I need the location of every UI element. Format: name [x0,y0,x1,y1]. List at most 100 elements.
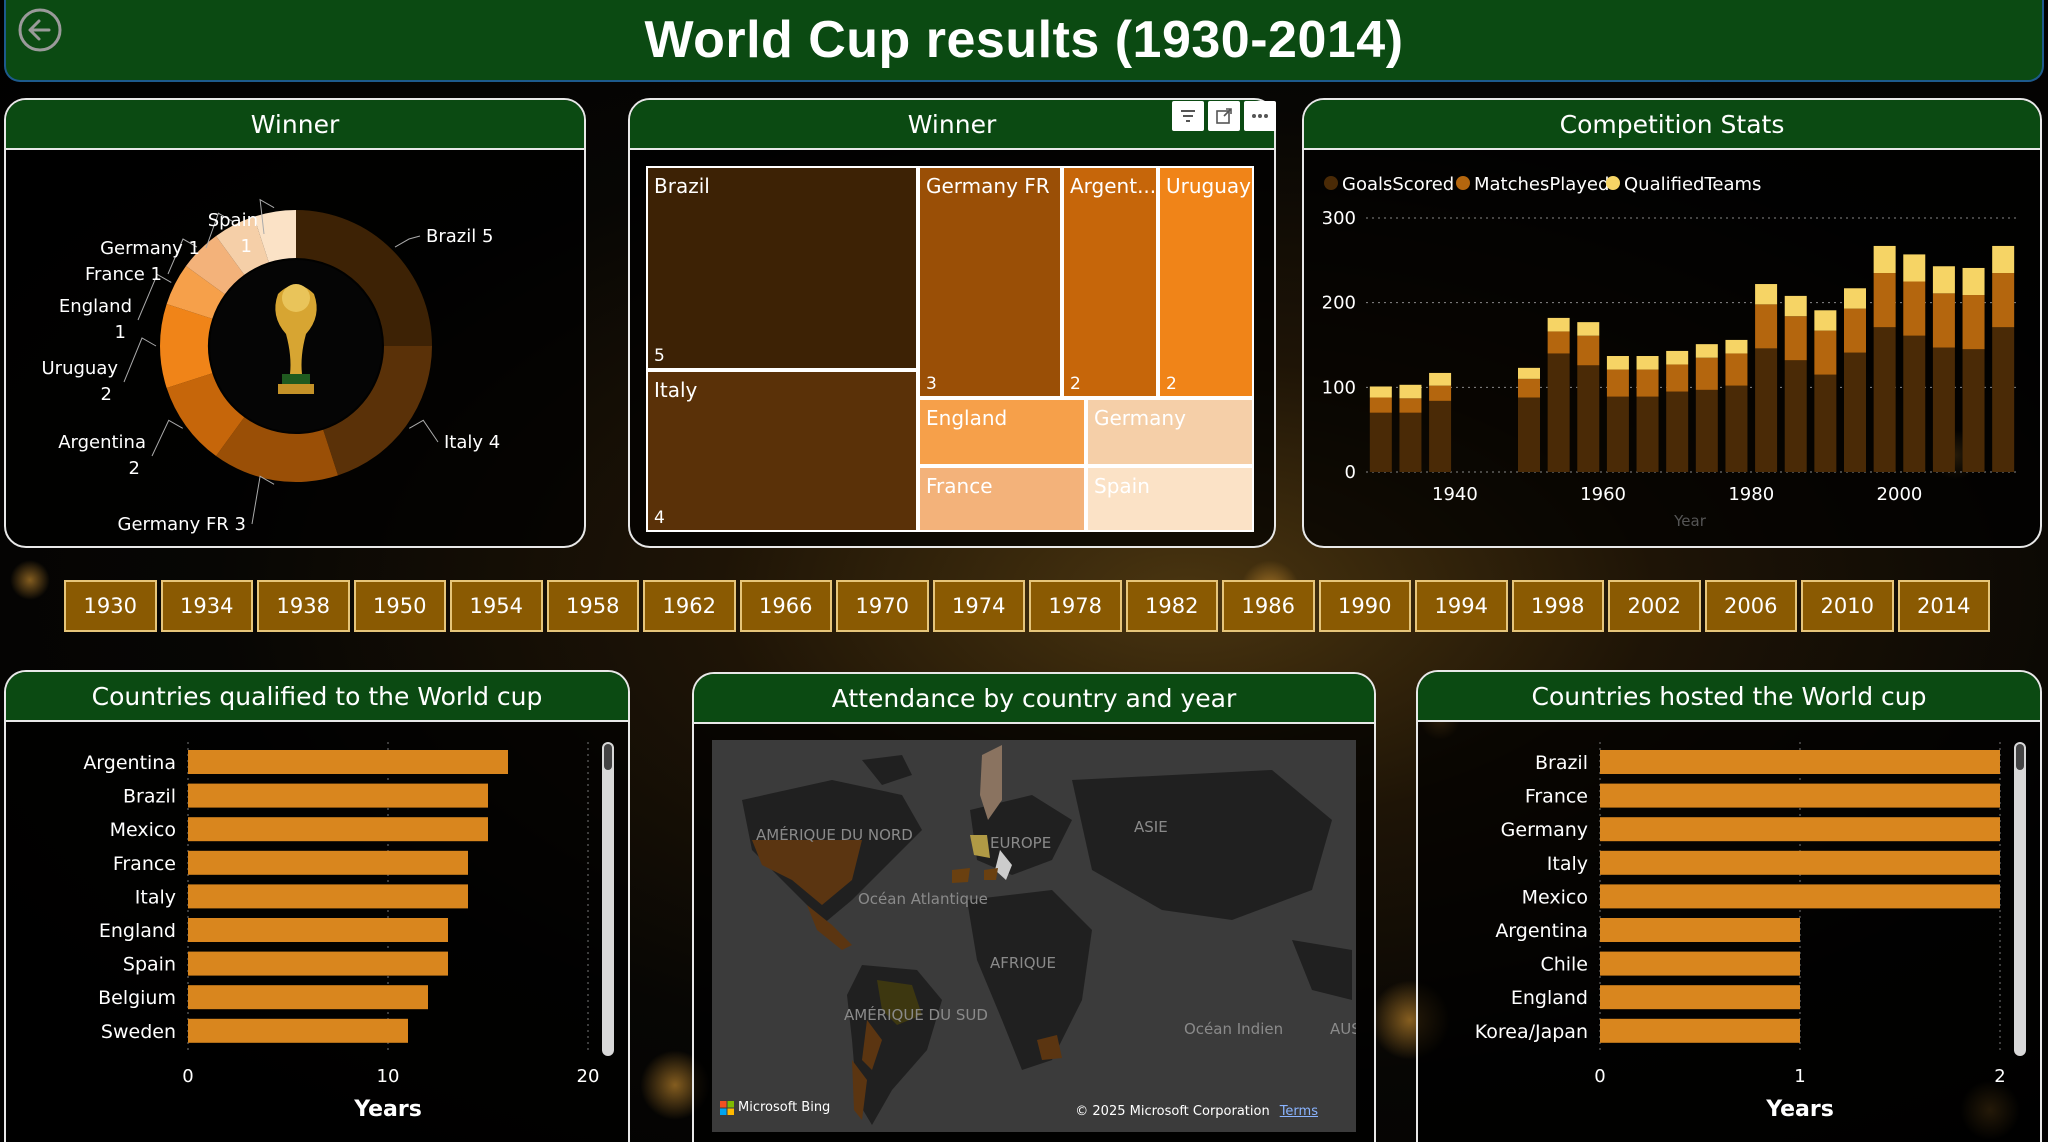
donut-slice-spain[interactable] [253,210,296,263]
bar-matchesplayed-1934[interactable] [1399,398,1422,413]
bar-matchesplayed-2014[interactable] [1992,273,2015,328]
bar-matchesplayed-2002[interactable] [1903,281,1926,336]
bar-matchesplayed-1974[interactable] [1695,357,1718,390]
bar-qualifiedteams-1978[interactable] [1725,339,1748,354]
year-button-1962[interactable]: 1962 [643,580,736,632]
bar-matchesplayed-1966[interactable] [1636,369,1659,397]
year-button-1970[interactable]: 1970 [836,580,929,632]
bar-goalsscored-1934[interactable] [1399,412,1422,472]
bar-qualifiedteams-2006[interactable] [1932,266,1955,294]
bar-qualifiedteams-1938[interactable] [1429,372,1452,386]
bar-matchesplayed-2006[interactable] [1932,293,1955,348]
bar-qualifiedteams-1958[interactable] [1577,322,1600,336]
back-arrow-icon[interactable] [16,6,64,54]
year-button-1966[interactable]: 1966 [739,580,832,632]
bar-goalsscored-2006[interactable] [1932,347,1955,472]
year-button-1994[interactable]: 1994 [1415,580,1508,632]
year-button-2010[interactable]: 2010 [1801,580,1894,632]
bar-italy[interactable] [188,884,468,909]
year-button-2014[interactable]: 2014 [1897,580,1990,632]
treemap-cell-england[interactable]: England [918,398,1086,466]
bar-argentina[interactable] [188,750,508,774]
legend-item-qualifiedteams[interactable]: QualifiedTeams [1606,174,1761,195]
donut-slice-italy[interactable] [323,346,432,476]
bar-qualifiedteams-1998[interactable] [1873,245,1896,274]
scrollbar-thumb[interactable] [604,744,612,770]
bar-goalsscored-1962[interactable] [1606,396,1629,472]
treemap-cell-argentina[interactable]: Argent... 2 [1062,166,1158,398]
bar-qualifiedteams-1990[interactable] [1814,310,1837,331]
bar-goalsscored-2010[interactable] [1962,349,1985,472]
bar-matchesplayed-1962[interactable] [1606,369,1629,397]
bar-chile[interactable] [1600,951,1800,976]
year-button-1986[interactable]: 1986 [1222,580,1315,632]
bar-qualifiedteams-1986[interactable] [1784,295,1807,317]
year-button-1950[interactable]: 1950 [353,580,446,632]
bar-goalsscored-1954[interactable] [1547,353,1570,472]
bar-italy[interactable] [1600,850,2000,875]
bar-qualifiedteams-2014[interactable] [1992,245,2015,274]
bar-england[interactable] [188,918,448,942]
year-button-2002[interactable]: 2002 [1608,580,1701,632]
bar-france[interactable] [188,850,468,875]
treemap-cell-uruguay[interactable]: Uruguay 2 [1158,166,1254,398]
year-button-1982[interactable]: 1982 [1125,580,1218,632]
year-button-1934[interactable]: 1934 [160,580,253,632]
year-button-1930[interactable]: 1930 [64,580,157,632]
year-button-1998[interactable]: 1998 [1511,580,1604,632]
bar-brazil[interactable] [188,783,488,808]
bar-goalsscored-1930[interactable] [1369,412,1392,472]
scrollbar-track[interactable] [602,742,614,1056]
bar-qualifiedteams-1934[interactable] [1399,384,1422,399]
terms-link[interactable]: Terms [1279,1104,1318,1119]
bar-germany[interactable] [1600,817,2000,842]
bar-matchesplayed-1930[interactable] [1369,397,1392,413]
bar-matchesplayed-1986[interactable] [1784,316,1807,361]
scrollbar-track[interactable] [2014,742,2026,1056]
countries-qualified-chart[interactable]: 0 10 20 Argentina Brazil Mexico France Italy Eng… [6,724,628,1142]
bar-brazil[interactable] [1600,750,2000,774]
bar-matchesplayed-1998[interactable] [1873,273,1896,328]
donut-slice-germany[interactable] [216,216,269,275]
bar-france[interactable] [1600,783,2000,808]
year-button-2006[interactable]: 2006 [1704,580,1797,632]
bar-goalsscored-1998[interactable] [1873,327,1896,472]
more-options-icon[interactable] [1244,101,1276,131]
focus-mode-icon[interactable] [1208,101,1240,131]
bar-matchesplayed-2010[interactable] [1962,295,1985,350]
legend-item-goalsscored[interactable]: GoalsScored [1324,174,1454,195]
bar-matchesplayed-1978[interactable] [1725,353,1748,386]
bar-goalsscored-2014[interactable] [1992,327,2015,472]
donut-slice-france[interactable] [185,235,245,295]
donut-slice-germany-fr[interactable] [216,417,339,483]
bar-matchesplayed-1938[interactable] [1429,385,1452,401]
bar-qualifiedteams-1954[interactable] [1547,317,1570,332]
bar-matchesplayed-1994[interactable] [1844,308,1866,353]
treemap-cell-germany[interactable]: Germany [1086,398,1254,466]
year-button-1958[interactable]: 1958 [546,580,639,632]
bar-korea-japan[interactable] [1600,1018,1800,1043]
bar-qualifiedteams-1970[interactable] [1666,350,1689,365]
year-button-1990[interactable]: 1990 [1318,580,1411,632]
bar-qualifiedteams-1966[interactable] [1636,356,1659,370]
bar-belgium[interactable] [188,985,428,1010]
bar-goalsscored-1978[interactable] [1725,385,1748,472]
bar-spain[interactable] [188,951,448,976]
donut-slice-argentina[interactable] [166,373,245,457]
winner-donut-chart[interactable]: Brazil 5 Italy 4 Germany FR 3 Argentina 2 Uru… [6,152,584,546]
bar-goalsscored-2002[interactable] [1903,335,1926,472]
year-button-1974[interactable]: 1974 [932,580,1025,632]
treemap-cell-italy[interactable]: Italy 4 [646,370,918,532]
bar-goalsscored-1970[interactable] [1666,391,1689,472]
bar-matchesplayed-1958[interactable] [1577,335,1600,366]
bar-mexico[interactable] [188,817,488,842]
bar-qualifiedteams-1962[interactable] [1606,356,1629,370]
bar-argentina[interactable] [1600,918,1800,942]
bar-matchesplayed-1950[interactable] [1518,378,1540,398]
year-button-1954[interactable]: 1954 [450,580,543,632]
bar-qualifiedteams-1974[interactable] [1695,344,1718,358]
bar-matchesplayed-1990[interactable] [1814,330,1837,375]
attendance-map[interactable]: AMÉRIQUE DU NORD EUROPE ASIE Océan Atlan… [712,740,1356,1132]
treemap-cell-france[interactable]: France [918,466,1086,532]
bar-matchesplayed-1970[interactable] [1666,364,1689,392]
